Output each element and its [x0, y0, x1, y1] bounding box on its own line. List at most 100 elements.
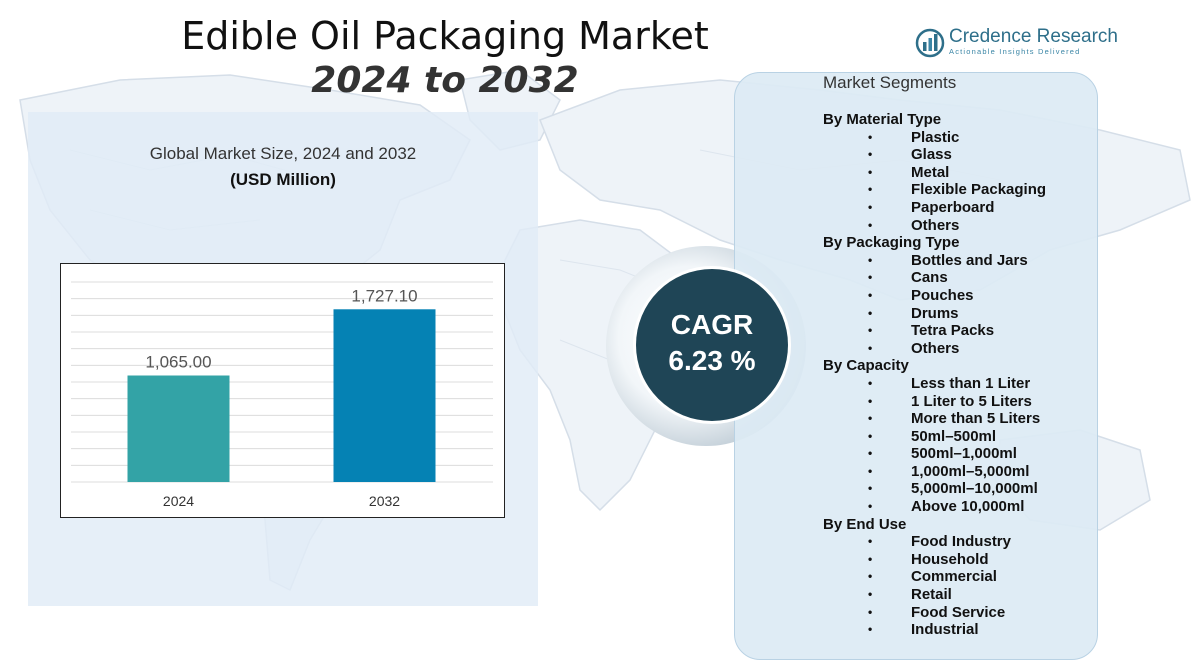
bullet-icon: •: [868, 551, 873, 566]
segment-item: • 1,000ml–5,000ml: [823, 463, 1093, 481]
bullet-icon: •: [868, 340, 873, 355]
segment-item-label: 1,000ml–5,000ml: [911, 462, 1030, 480]
bullet-icon: •: [868, 287, 873, 302]
segment-item: • Food Service: [823, 604, 1093, 622]
segment-item-label: More than 5 Liters: [911, 410, 1041, 428]
segment-item: • Household: [823, 551, 1093, 569]
segment-item: • Food Industry: [823, 533, 1093, 551]
bullet-icon: •: [868, 446, 873, 461]
segment-item-label: Glass: [911, 146, 952, 164]
bullet-icon: •: [868, 411, 873, 426]
segment-item-label: Pouches: [911, 286, 974, 304]
logo-icon: [915, 28, 945, 58]
segment-heading: By End Use: [823, 515, 907, 533]
segment-item-label: 1 Liter to 5 Liters: [911, 392, 1032, 410]
segment-item: • Retail: [823, 586, 1093, 604]
segment-item: • 5,000ml–10,000ml: [823, 480, 1093, 498]
segment-item-label: Others: [911, 216, 960, 234]
segment-item-label: Drums: [911, 304, 959, 322]
segment-item: • Cans: [823, 269, 1093, 287]
segment-item-label: 500ml–1,000ml: [911, 445, 1017, 463]
chart-unit-subtitle: (USD Million): [230, 170, 336, 189]
segment-item: • Drums: [823, 305, 1093, 323]
segment-item: • 1 Liter to 5 Liters: [823, 393, 1093, 411]
segment-item-label: Flexible Packaging: [911, 181, 1047, 199]
segment-item: • Above 10,000ml: [823, 498, 1093, 516]
bullet-icon: •: [868, 270, 873, 285]
segment-item-label: Food Industry: [911, 533, 1011, 551]
bar-chart: 1,065.00 2024 1,727.10 2032: [71, 281, 493, 509]
bar-value-label: 1,727.10: [351, 286, 417, 305]
bullet-icon: •: [868, 393, 873, 408]
bullet-icon: •: [868, 129, 873, 144]
segment-item: • Pouches: [823, 287, 1093, 305]
segment-item: • Others: [823, 217, 1093, 235]
bullet-icon: •: [868, 604, 873, 619]
bullet-icon: •: [868, 164, 873, 179]
x-tick-label: 2024: [163, 493, 194, 509]
segment-heading: By Material Type: [823, 111, 942, 128]
segment-item-label: 50ml–500ml: [911, 427, 997, 445]
x-tick-label: 2032: [369, 493, 400, 509]
bullet-icon: •: [868, 622, 873, 637]
segment-item-label: Household: [911, 550, 989, 568]
logo-tagline: Actionable Insights Delivered: [949, 47, 1081, 56]
bullet-icon: •: [868, 323, 873, 338]
cagr-value: 6.23 %: [668, 345, 756, 376]
segment-item-label: Commercial: [911, 568, 997, 586]
bullet-icon: •: [868, 182, 873, 197]
segment-item-label: Food Service: [911, 603, 1006, 621]
bullet-icon: •: [868, 305, 873, 320]
segment-item-label: Above 10,000ml: [911, 498, 1025, 516]
segment-item-label: Bottles and Jars: [911, 251, 1028, 269]
cagr-badge: CAGR 6.23 %: [636, 269, 788, 421]
bullet-icon: •: [868, 428, 873, 443]
segment-item-label: Industrial: [911, 621, 979, 639]
page-title: Edible Oil Packaging Market: [181, 14, 709, 58]
market-segments-panel: Market Segments By Material Type • Plastic…: [734, 72, 1098, 660]
bullet-icon: •: [868, 375, 873, 390]
segment-item-label: Paperboard: [911, 198, 995, 216]
bar-2032: [333, 309, 436, 482]
logo-name: Credence Research: [949, 26, 1118, 47]
segment-item-label: Cans: [911, 269, 948, 287]
bullet-icon: •: [868, 534, 873, 549]
segment-item: • 500ml–1,000ml: [823, 445, 1093, 463]
segment-heading: By Capacity: [823, 357, 909, 375]
bar-chart-frame: 1,065.00 2024 1,727.10 2032: [60, 263, 505, 518]
bullet-icon: •: [868, 217, 873, 232]
chart-title: Global Market Size, 2024 and 2032: [149, 144, 417, 163]
segment-item: • Paperboard: [823, 199, 1093, 217]
segment-item: • Glass: [823, 146, 1093, 164]
segment-item-label: Plastic: [911, 128, 960, 146]
bar-value-label: 1,065.00: [145, 353, 211, 372]
bullet-icon: •: [868, 147, 873, 162]
segments-title: Market Segments: [823, 73, 957, 92]
bullet-icon: •: [868, 481, 873, 496]
segment-item: • Metal: [823, 164, 1093, 182]
segment-item-label: Metal: [911, 163, 950, 181]
segment-item: • Commercial: [823, 568, 1093, 586]
bullet-icon: •: [868, 463, 873, 478]
bullet-icon: •: [868, 569, 873, 584]
segment-item: • Industrial: [823, 621, 1093, 639]
segment-item-label: Others: [911, 339, 960, 357]
bullet-icon: •: [868, 252, 873, 267]
bullet-icon: •: [868, 587, 873, 602]
segment-item-label: Tetra Packs: [911, 322, 995, 340]
segment-item-label: Retail: [911, 586, 952, 604]
bullet-icon: •: [868, 199, 873, 214]
segment-item-label: Less than 1 Liter: [911, 374, 1031, 392]
bullet-icon: •: [868, 499, 873, 514]
cagr-label: CAGR: [670, 309, 754, 340]
segment-item: • Others: [823, 340, 1093, 358]
segment-item: • Less than 1 Liter: [823, 375, 1093, 393]
segment-heading: By Packaging Type: [823, 234, 960, 252]
segment-item: • Flexible Packaging: [823, 181, 1093, 199]
brand-logo: Credence Research Actionable Insights De…: [915, 26, 1118, 60]
market-size-panel: Global Market Size, 2024 and 2032 (USD M…: [28, 112, 538, 606]
segment-item: • 50ml–500ml: [823, 428, 1093, 446]
segment-item: • Bottles and Jars: [823, 252, 1093, 270]
page-subtitle: 2024 to 2032: [311, 60, 579, 101]
bar-2024: [127, 375, 230, 482]
